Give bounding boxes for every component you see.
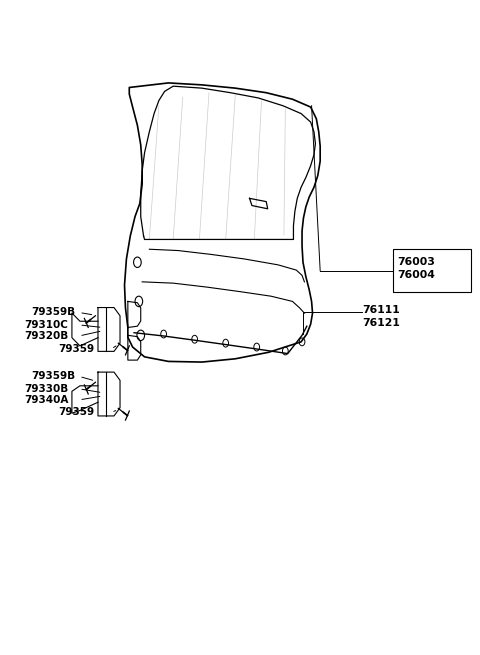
Text: 79359: 79359 (59, 407, 95, 417)
Bar (393, 250, 471, 291)
Text: 79359B: 79359B (32, 371, 75, 381)
Text: 79359: 79359 (59, 344, 95, 354)
Text: 76121: 76121 (363, 318, 400, 328)
Text: 79359B: 79359B (32, 307, 75, 318)
Text: 79310C: 79310C (24, 320, 68, 330)
Text: 79320B: 79320B (24, 331, 69, 341)
Text: 79340A: 79340A (24, 395, 69, 405)
Text: 76003: 76003 (397, 257, 435, 267)
Text: 76004: 76004 (397, 271, 435, 280)
Text: 79330B: 79330B (24, 384, 69, 394)
Text: 76111: 76111 (363, 305, 400, 315)
